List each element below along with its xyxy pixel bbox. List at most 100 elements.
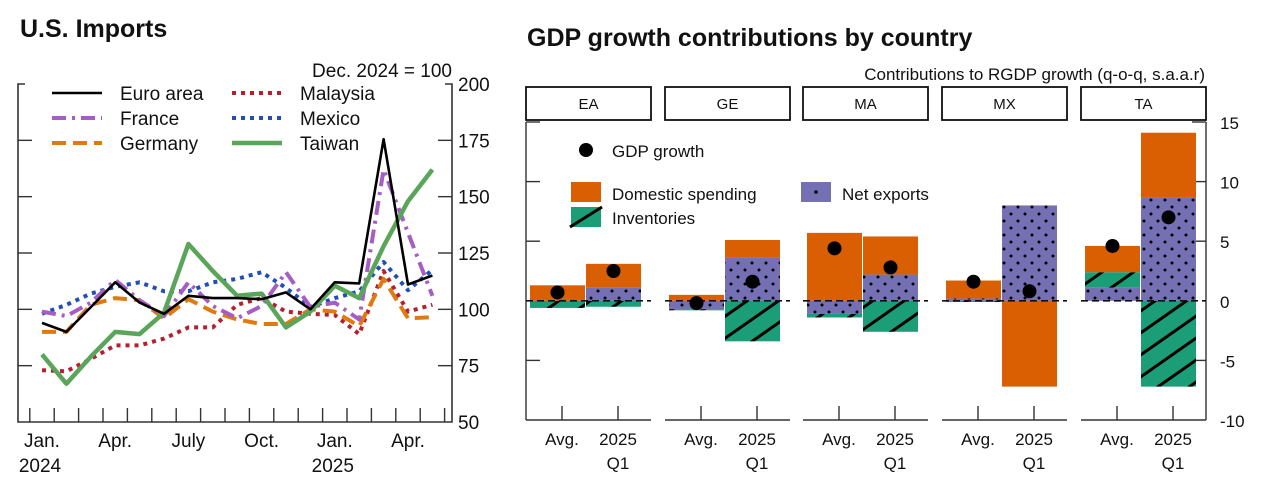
legend-label: Domestic spending	[612, 185, 757, 204]
imports-axes: 50 75 100 125 150 175 200 Jan. 2024 Apr. July Oct. J…	[17, 75, 490, 477]
x-tick-label: 2025	[599, 430, 637, 449]
y-tick-label: 15	[1220, 114, 1239, 133]
imports-chart-title: U.S. Imports	[20, 15, 167, 43]
panel-strip-ma	[802, 86, 929, 121]
gdp-point-ge-q1	[745, 274, 760, 289]
y-tick-label: 5	[1220, 233, 1229, 252]
x-tick-label: Q1	[607, 454, 630, 473]
bar-mx-avg-inventories	[946, 300, 1001, 302]
gdp-chart-subtitle: Contributions to RGDP growth (q-o-q, s.a…	[864, 65, 1205, 84]
bar-ma-avg-net-exports	[807, 300, 862, 314]
x-tick-label: Oct.	[244, 431, 279, 452]
legend-label: Inventories	[612, 209, 695, 228]
panel-label: EA	[578, 96, 598, 113]
bar-ea-q1-net-exports	[586, 287, 641, 301]
gdp-point-ta-q1	[1161, 210, 1176, 225]
bar-ge-q1-inventories	[725, 300, 780, 342]
gdp-chart: GDP growth contributions by country Cont…	[525, 24, 1245, 473]
x-tick-label: Jan.	[317, 431, 353, 452]
bar-ge-q1-domestic-spending	[725, 240, 780, 258]
bar-ma-q1-inventories	[863, 300, 918, 332]
y-tick-label: -5	[1220, 352, 1235, 371]
gdp-chart-title: GDP growth contributions by country	[527, 24, 972, 52]
gdp-legend: GDP growth Domestic spending Net exports In…	[569, 142, 929, 229]
x-tick-label: Avg.	[684, 430, 718, 449]
x-tick-label: 2025	[1154, 430, 1192, 449]
gdp-point-ea-avg	[550, 285, 565, 300]
x-tick-label: Q1	[1023, 454, 1046, 473]
gdp-bars	[526, 132, 1206, 387]
x-tick-label: Jan.	[24, 431, 60, 452]
panel-label: TA	[1134, 96, 1152, 113]
x-tick-label: 2025	[738, 430, 776, 449]
series-line-malaysia	[41, 269, 433, 374]
bar-mx-avg-net-exports	[946, 298, 1001, 301]
x-tick-label: Avg.	[961, 430, 995, 449]
x-tick-label: 2025	[1015, 430, 1053, 449]
panel-label: MA	[854, 96, 877, 113]
y-tick-label: 200	[458, 75, 490, 96]
gdp-point-mx-avg	[966, 274, 981, 289]
y-tick-label: 175	[458, 131, 490, 152]
legend-gdp-marker	[579, 143, 593, 157]
y-tick-label: 150	[458, 188, 490, 209]
legend-label: Euro area	[120, 84, 204, 105]
y-tick-label: 100	[458, 300, 490, 321]
y-tick-label: 0	[1220, 293, 1229, 312]
x-tick-label: Apr.	[391, 431, 425, 452]
bar-mx-avg-domestic-spending	[946, 280, 1001, 299]
bar-ea-q1-inventories	[586, 300, 641, 307]
gdp-point-ge-avg	[689, 296, 704, 311]
legend-label: Malaysia	[300, 84, 375, 105]
y-tick-label: 10	[1220, 174, 1239, 193]
panel-strip-ge	[664, 86, 791, 121]
x-tick-label: Q1	[746, 454, 769, 473]
gdp-point-ma-avg	[827, 241, 842, 256]
imports-chart-subtitle: Dec. 2024 = 100	[312, 61, 452, 82]
series-line-france	[41, 167, 435, 322]
legend-label: Mexico	[300, 109, 360, 130]
y-tick-label: 50	[458, 413, 479, 434]
panel-strip-mx	[941, 86, 1068, 121]
y-tick-label: 125	[458, 244, 490, 265]
x-tick-label: Q1	[884, 454, 907, 473]
imports-frame	[17, 83, 453, 423]
bar-ma-avg-inventories	[807, 313, 862, 318]
bar-ea-avg-inventories	[530, 300, 585, 308]
gdp-point-ta-avg	[1105, 238, 1120, 253]
bar-ta-q1-inventories	[1141, 300, 1196, 387]
y-tick-label: -10	[1220, 412, 1245, 431]
imports-chart: U.S. Imports Dec. 2024 = 100 50 75 100 125 1…	[17, 15, 490, 477]
legend-label: Net exports	[842, 185, 929, 204]
imports-lines	[40, 137, 435, 386]
bar-ma-q1-net-exports	[863, 274, 918, 301]
bar-ta-avg-net-exports	[1085, 287, 1140, 301]
series-line-germany	[42, 276, 433, 334]
imports-legend: Euro area France Germany Malaysia Mexico Taiw…	[52, 84, 375, 155]
legend-label: GDP growth	[612, 142, 704, 161]
panel-strip-ea	[525, 86, 652, 121]
gdp-point-ma-q1	[883, 260, 898, 275]
gdp-point-ea-q1	[606, 264, 621, 278]
series-line-taiwan	[40, 168, 435, 386]
panel-strip-ta	[1080, 86, 1207, 121]
y-tick-label: 75	[458, 357, 479, 378]
x-tick-label: Q1	[1162, 454, 1185, 473]
bar-ta-avg-inventories	[1085, 272, 1140, 288]
x-tick-label-year: 2024	[19, 456, 62, 477]
legend-swatch-dot	[814, 190, 818, 194]
series-line-euro-area	[41, 137, 433, 334]
x-tick-label: Avg.	[1100, 430, 1134, 449]
x-tick-label: 2025	[876, 430, 914, 449]
x-tick-label: July	[172, 431, 206, 452]
panel-label: GE	[717, 96, 739, 113]
gdp-axes: -10 -5 0 5 10 15 EA Avg. 2025 Q1 GE Avg. 2025 Q1 MA Avg…	[525, 86, 1245, 473]
panel-label: MX	[993, 96, 1016, 113]
bar-mx-q1-domestic-spending	[1002, 300, 1057, 387]
gdp-point-mx-q1	[1022, 284, 1037, 299]
legend-label: Germany	[120, 134, 199, 155]
legend-label: France	[120, 109, 179, 130]
x-tick-label: Apr.	[98, 431, 132, 452]
legend-swatch-hatch	[569, 205, 603, 229]
